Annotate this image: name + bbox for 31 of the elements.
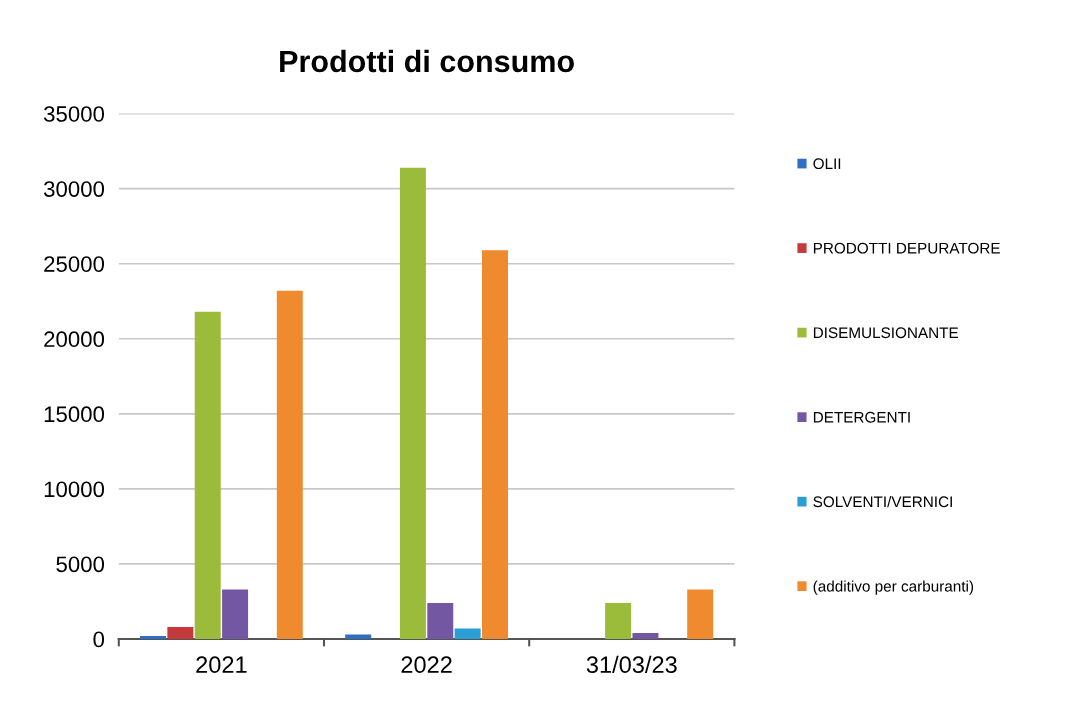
y-tick-label: 10000 (44, 481, 105, 498)
y-tick-label: 15000 (44, 406, 105, 423)
legend-label: DISEMULSIONANTE (813, 327, 959, 339)
bar (399, 167, 426, 639)
y-tick-label: 35000 (43, 106, 105, 122)
y-tick-label: 30000 (43, 181, 105, 197)
y-tick-label: 20000 (44, 331, 105, 348)
bar (427, 602, 454, 639)
bar (140, 636, 166, 639)
bar (605, 602, 632, 639)
chart-title: Prodotti di consumo (280, 49, 574, 73)
legend-label: OLII (813, 158, 841, 170)
y-tick-label: 25000 (44, 256, 105, 272)
bar (276, 290, 303, 639)
y-tick-label: 5000 (56, 556, 105, 573)
bar (632, 633, 659, 639)
legend-label: (additivo per carburanti) (813, 580, 974, 595)
x-tick-label: 2022 (401, 656, 452, 674)
y-tick-label: 0 (93, 631, 105, 648)
legend-label: DETERGENTI (813, 411, 910, 423)
legend-label: SOLVENTI/VERNICI (813, 495, 952, 508)
bar (194, 311, 221, 639)
bar (482, 250, 508, 639)
legend-label: PRODOTTI DEPURATORE (813, 242, 1000, 254)
bar (345, 634, 372, 639)
x-tick-label: 31/03/23 (586, 655, 677, 674)
bar (222, 589, 249, 639)
bar (167, 626, 194, 639)
bar (687, 589, 714, 639)
x-tick-label: 2021 (196, 656, 247, 674)
bar (454, 628, 481, 639)
